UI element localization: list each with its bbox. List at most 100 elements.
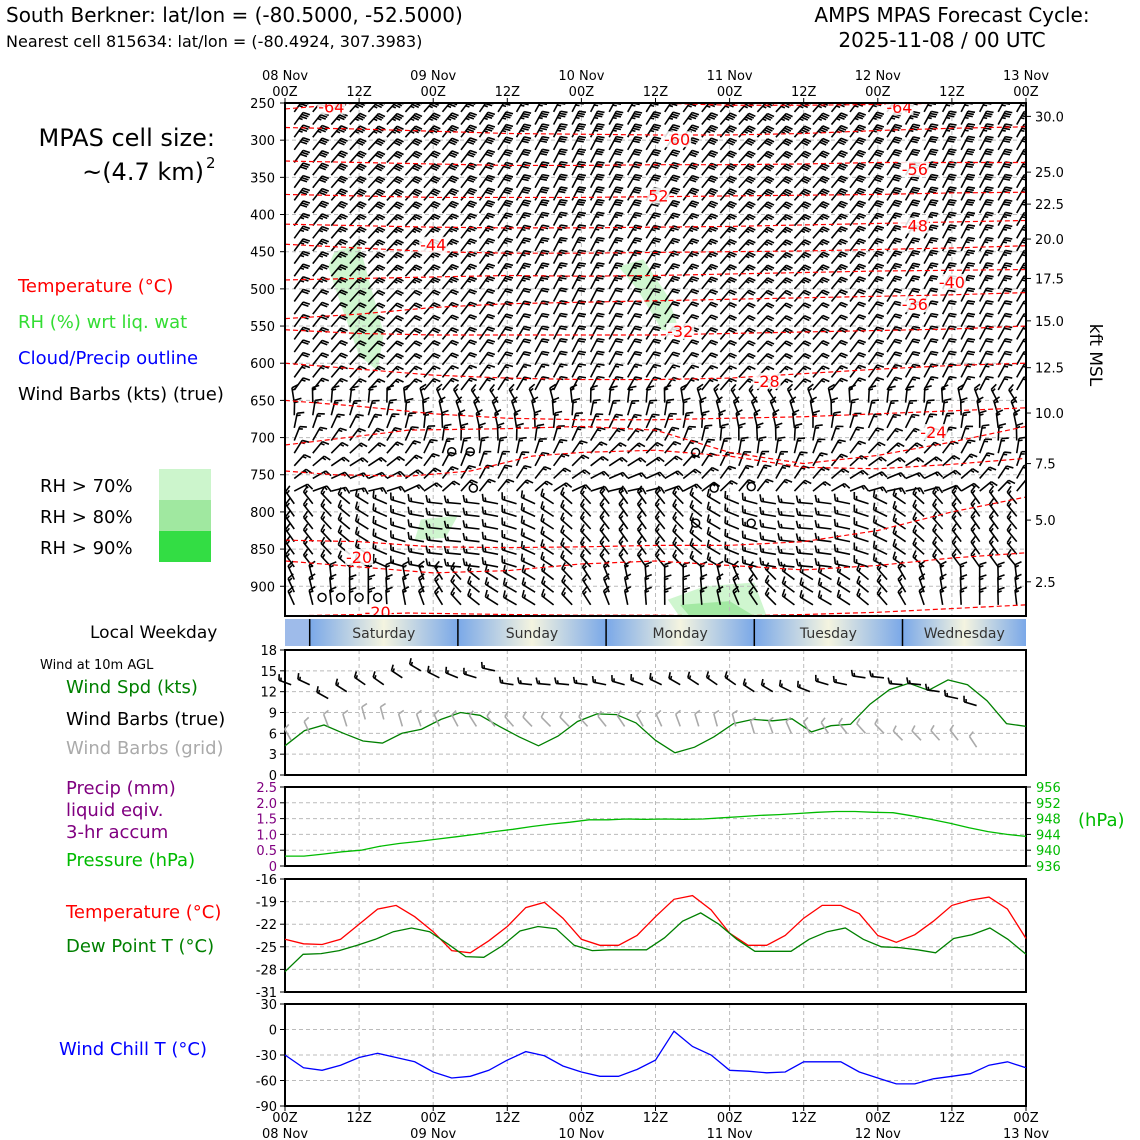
- wind-barb: [330, 399, 343, 416]
- barb-staff: [571, 338, 580, 353]
- barb-half-feather: [523, 568, 527, 574]
- barb-half-feather: [657, 472, 661, 477]
- wind-barb: [478, 111, 496, 126]
- barb-staff: [404, 163, 417, 176]
- barb-staff: [386, 400, 391, 416]
- barb-full-feather: [616, 211, 624, 215]
- wind-barb: [404, 454, 423, 467]
- barb-full-feather: [329, 573, 337, 579]
- barb-full-feather: [759, 557, 762, 565]
- wind-barb: [756, 112, 775, 126]
- barb-half-feather: [320, 366, 325, 370]
- wind-barb: [561, 587, 573, 606]
- barb-full-feather: [578, 198, 587, 202]
- barb-staff: [404, 176, 417, 189]
- barb-full-feather: [632, 152, 640, 156]
- wind-barb: [645, 471, 666, 480]
- barb-staff: [355, 495, 369, 505]
- barb-full-feather: [575, 412, 583, 415]
- barb-half-feather: [619, 515, 624, 520]
- barb-full-feather: [576, 190, 584, 194]
- barb-full-feather: [596, 327, 604, 331]
- cell-size-value: ~(4.7 km): [82, 158, 204, 186]
- wind-barb: [293, 187, 311, 201]
- barb-full-feather: [652, 290, 660, 294]
- barb-full-feather: [614, 112, 623, 116]
- wind-barb: [293, 288, 311, 302]
- barb-staff: [645, 387, 649, 403]
- barb-staff: [515, 300, 525, 315]
- barb-full-feather: [636, 523, 643, 530]
- barb-full-feather: [670, 178, 678, 183]
- wind-barb: [291, 383, 299, 403]
- barb-half-feather: [612, 129, 617, 132]
- barb-full-feather: [522, 327, 531, 331]
- wind-barb: [312, 251, 330, 265]
- barb-half-feather: [410, 105, 415, 109]
- barb-full-feather: [542, 135, 550, 139]
- barb-staff: [579, 542, 592, 555]
- wind-barb: [608, 427, 626, 442]
- wind-barb: [389, 555, 406, 568]
- barb-full-feather: [433, 289, 441, 294]
- barb-half-feather: [358, 443, 363, 448]
- barb-half-feather: [520, 129, 525, 133]
- barb-full-feather: [503, 178, 511, 182]
- barb-staff: [349, 387, 353, 403]
- barb-half-feather: [428, 561, 431, 566]
- barb-staff: [497, 199, 507, 214]
- barb-staff: [328, 589, 333, 605]
- barb-full-feather: [469, 149, 478, 154]
- barb-staff: [349, 315, 361, 328]
- barb-full-feather: [485, 165, 493, 170]
- barb-full-feather: [526, 479, 534, 484]
- barb-full-feather: [318, 204, 327, 209]
- barb-staff: [367, 188, 380, 201]
- wind-barb: [404, 175, 423, 189]
- barb-staff: [534, 287, 543, 302]
- wind-barb: [467, 575, 481, 593]
- barb-full-feather: [618, 523, 624, 530]
- wind-barb: [386, 426, 402, 441]
- barb-staff: [460, 451, 468, 467]
- barb-full-feather: [540, 188, 549, 192]
- barb-staff: [367, 214, 380, 227]
- barb-staff: [349, 188, 361, 201]
- barb-full-feather: [415, 188, 423, 194]
- barb-half-feather: [552, 400, 557, 404]
- barb-full-feather: [376, 278, 384, 284]
- barb-half-feather: [610, 388, 615, 391]
- wind-barb: [579, 536, 592, 555]
- wind-barb: [645, 250, 662, 265]
- wind-barb: [515, 174, 532, 189]
- barb-full-feather: [671, 353, 679, 357]
- wind-barb: [664, 263, 681, 277]
- barb-staff: [460, 327, 471, 340]
- wind-barb: [589, 135, 605, 151]
- barb-full-feather: [475, 409, 483, 414]
- barb-staff: [464, 513, 480, 518]
- barb-staff: [571, 199, 580, 214]
- barb-full-feather: [576, 177, 584, 181]
- wind-barb: [534, 465, 552, 479]
- barb-full-feather: [413, 215, 421, 221]
- barb-full-feather: [354, 539, 359, 547]
- barb-full-feather: [542, 249, 550, 253]
- barb-half-feather: [485, 254, 490, 258]
- wind-barb: [571, 350, 587, 366]
- barb-full-feather: [544, 465, 552, 470]
- wind-barb: [664, 364, 681, 378]
- barb-half-feather: [595, 215, 600, 219]
- barb-full-feather: [451, 365, 459, 370]
- barb-staff: [367, 442, 380, 454]
- barb-staff: [627, 161, 636, 176]
- barb-half-feather: [286, 515, 290, 520]
- barb-full-feather: [302, 124, 311, 129]
- barb-staff: [478, 314, 489, 328]
- wind-barb: [386, 226, 404, 239]
- barb-staff: [664, 301, 674, 315]
- wind-barb: [441, 327, 459, 340]
- wind-barb: [386, 302, 404, 315]
- barb-full-feather: [433, 264, 441, 269]
- barb-staff: [349, 103, 361, 113]
